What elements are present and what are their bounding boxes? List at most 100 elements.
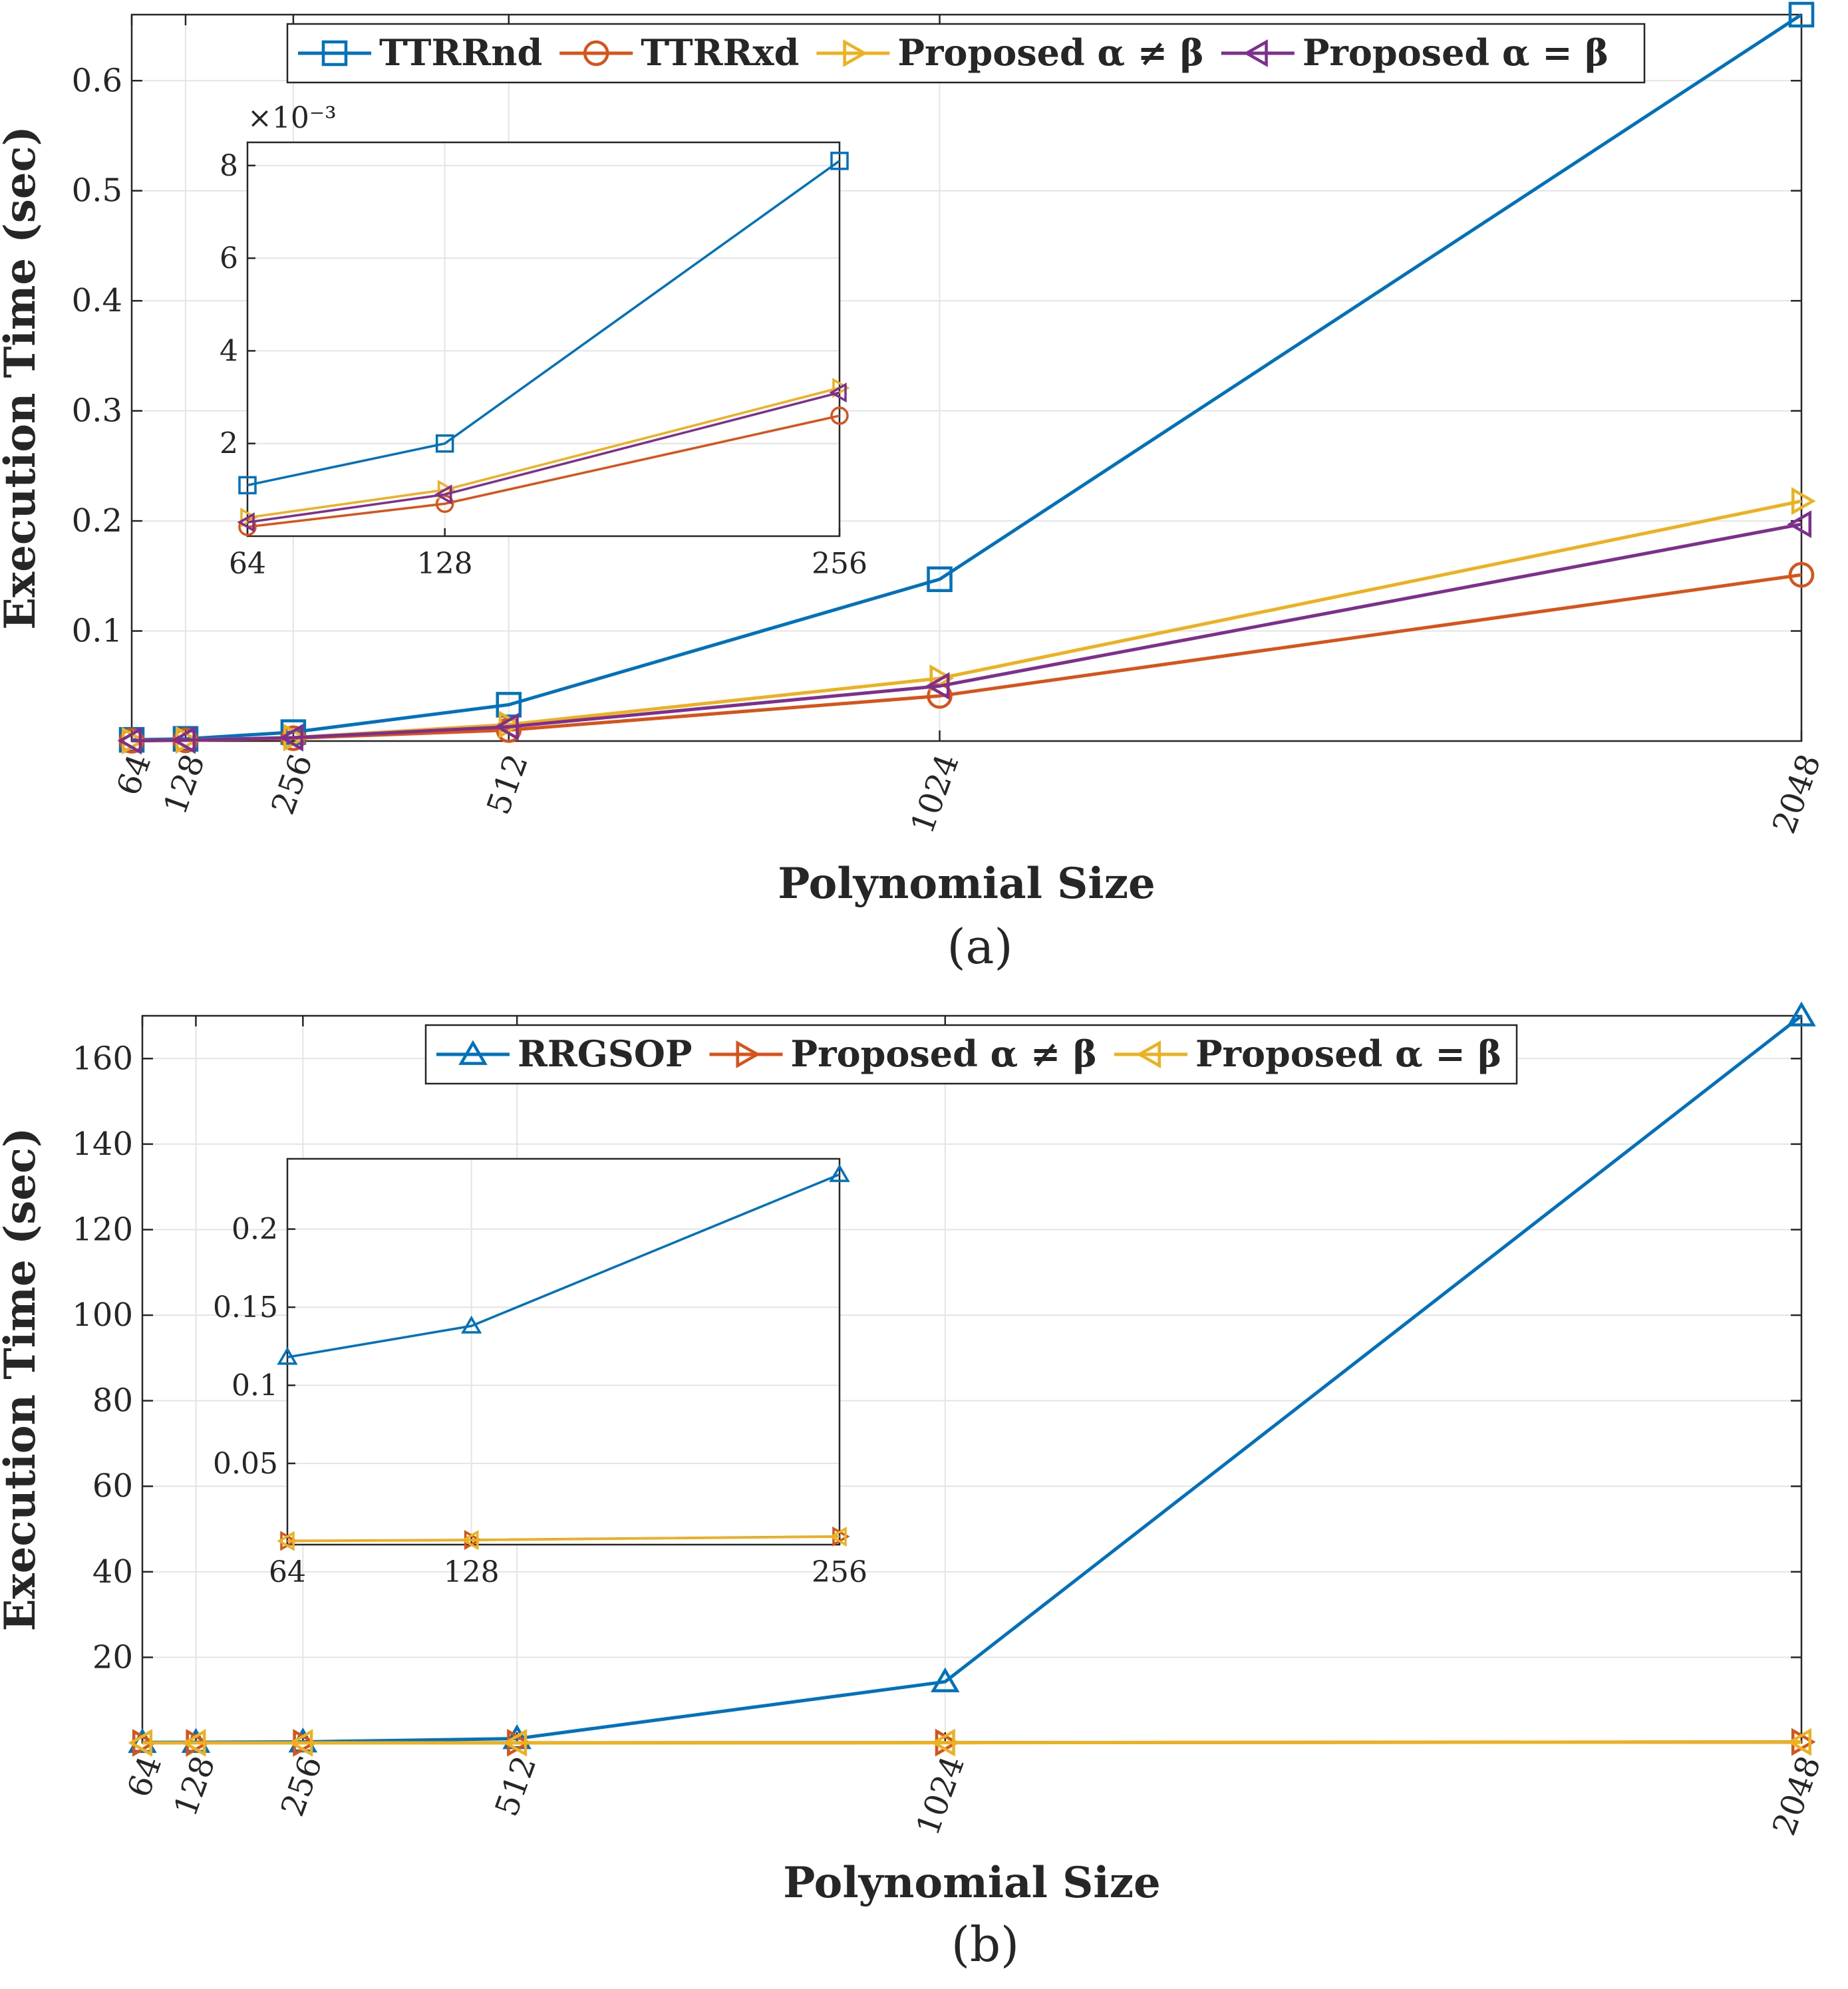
inset-exponent-label: ×10⁻³ — [247, 101, 337, 135]
legend-entry: Proposed α = β — [1221, 31, 1609, 74]
data-point — [927, 566, 953, 593]
legend-label: Proposed α ≠ β — [897, 31, 1203, 74]
y-tick-label: 140 — [72, 1126, 133, 1163]
x-tick-label: 256 — [274, 1751, 330, 1821]
series-1 — [118, 561, 1815, 754]
data-point — [1787, 510, 1811, 538]
panel-caption: (a) — [947, 919, 1012, 975]
inset-x-tick-label: 128 — [444, 1555, 500, 1589]
inset-series-line — [287, 1173, 840, 1358]
inset-y-tick-label: 0.1 — [231, 1368, 278, 1402]
data-point — [1791, 487, 1816, 516]
x-tick-label: 128 — [156, 749, 212, 819]
inset-y-tick-label: 4 — [220, 334, 238, 368]
inset-series-line — [247, 414, 840, 528]
legend-entry: TTRRxd — [559, 31, 799, 74]
y-tick-label: 0.1 — [72, 613, 122, 650]
data-point — [494, 712, 519, 741]
inset-x-tick-label: 128 — [417, 547, 473, 581]
x-tick-label: 64 — [120, 1751, 170, 1802]
inset-data-point — [435, 494, 454, 513]
inset-data-point — [238, 476, 257, 495]
legend-entry: RRGSOP — [436, 1032, 693, 1075]
y-axis-label: Execution Time (sec) — [0, 1128, 45, 1631]
data-point — [1788, 1, 1815, 28]
inset-chart: 64 128 256 2 4 6 8 ×10⁻³ — [220, 101, 867, 581]
inset-data-point — [461, 1315, 482, 1334]
inset-data-point — [829, 1527, 847, 1547]
inset-series-line — [247, 160, 841, 487]
legend-label: TTRRxd — [641, 31, 799, 74]
data-point — [117, 726, 142, 755]
inset-x-tick-label: 64 — [269, 1555, 306, 1589]
inset-series-3 — [237, 382, 847, 533]
data-point — [279, 723, 303, 752]
data-point — [1788, 561, 1815, 588]
inset-series-2 — [277, 1527, 847, 1551]
legend-box — [286, 23, 1646, 84]
legend-entry: TTRRnd — [298, 31, 542, 74]
x-tick-label: 1024 — [903, 749, 966, 838]
y-tick-label: 120 — [72, 1211, 133, 1248]
x-tick-label: 256 — [264, 749, 320, 819]
inset-series-0 — [238, 152, 849, 495]
inset-data-point — [830, 406, 849, 425]
inset-data-point — [830, 152, 849, 170]
data-point — [925, 672, 950, 700]
y-tick-label: 60 — [92, 1467, 133, 1505]
legend-entry: Proposed α ≠ β — [816, 31, 1204, 74]
data-point — [929, 664, 955, 692]
legend-label: TTRRnd — [379, 31, 542, 74]
inset-data-point — [277, 1531, 295, 1551]
x-tick-label: 512 — [488, 1751, 544, 1821]
y-tick-label: 0.2 — [72, 502, 122, 539]
inset-chart: 64 128 256 0.05 0.1 0.15 0.2 — [213, 1157, 867, 1589]
legend-label: Proposed α = β — [1195, 1032, 1501, 1075]
legend: TTRRnd TTRRxd Proposed α ≠ β Proposed α = β — [286, 23, 1646, 84]
data-point — [181, 1729, 206, 1757]
inset-series-line — [247, 391, 840, 524]
legend-marker — [1136, 1040, 1161, 1068]
series-line — [131, 522, 1802, 743]
data-point — [1787, 1001, 1816, 1026]
inset-data-point — [434, 484, 452, 505]
y-tick-label: 0.3 — [72, 392, 122, 430]
inset-series-0 — [277, 1164, 850, 1365]
y-axis-label: Execution Time (sec) — [0, 126, 45, 629]
inset-data-point — [832, 378, 850, 398]
legend-label: Proposed α ≠ β — [791, 1032, 1097, 1075]
x-axis-label: Polynomial Size — [778, 859, 1155, 909]
legend-entry: Proposed α = β — [1114, 1032, 1501, 1075]
x-tick-label: 2048 — [1766, 1751, 1828, 1840]
data-point — [171, 726, 196, 754]
legend-label: Proposed α = β — [1303, 31, 1609, 74]
data-point — [502, 1729, 528, 1757]
inset-frame — [286, 1157, 841, 1546]
inset-series-line — [287, 1535, 840, 1543]
legend-label: RRGSOP — [518, 1032, 693, 1075]
x-tick-label: 512 — [480, 749, 536, 819]
y-tick-label: 80 — [92, 1382, 133, 1420]
inset-data-point — [461, 1530, 479, 1551]
legend-marker — [583, 40, 609, 67]
data-point — [1787, 1728, 1811, 1756]
legend-marker — [458, 1040, 488, 1065]
y-tick-label: 20 — [92, 1638, 133, 1676]
inset-y-tick-label: 8 — [220, 149, 238, 183]
x-tick-label: 1024 — [909, 1751, 972, 1840]
inset-y-tick-label: 2 — [220, 427, 238, 461]
inset-background — [287, 1159, 840, 1545]
inset-data-point — [435, 434, 454, 453]
y-tick-label: 0.5 — [72, 172, 122, 210]
inset-data-point — [829, 382, 847, 403]
legend-marker — [1243, 39, 1268, 67]
inset-data-point — [277, 1346, 298, 1365]
series-line — [131, 499, 1802, 742]
x-tick-label: 2048 — [1766, 749, 1828, 838]
series-3 — [117, 510, 1811, 755]
series-2 — [128, 1728, 1811, 1757]
legend-marker — [843, 39, 867, 67]
data-point — [496, 692, 522, 718]
